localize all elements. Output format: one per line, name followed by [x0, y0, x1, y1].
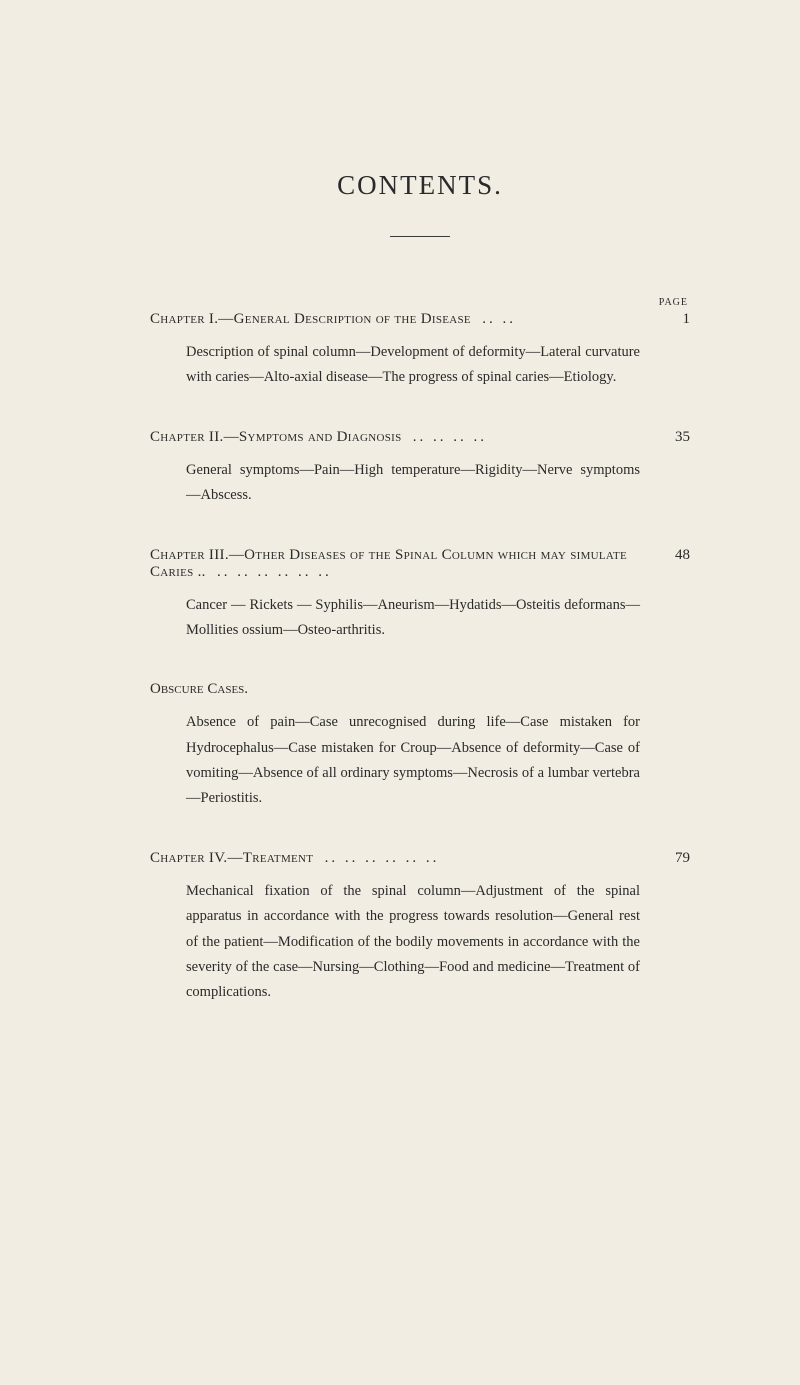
chapter-description: General symptoms—Pain—High temperature—R… — [150, 458, 690, 509]
chapter-header: Chapter IV.—Treatment .. .. .. .. .. .. … — [150, 850, 690, 867]
chapter-entry-1: Chapter I.—General Description of the Di… — [150, 311, 690, 391]
leader-dots: .. .. .. .. — [413, 429, 487, 445]
chapter-title-text: Chapter IV.—Treatment — [150, 850, 313, 866]
chapter-title-text: Chapter I.—General Description of the Di… — [150, 311, 471, 327]
chapter-page: 35 — [662, 429, 690, 446]
chapter-entry-3: Chapter III.—Other Diseases of the Spina… — [150, 547, 690, 644]
chapter-description: Mechanical fixation of the spinal column… — [150, 879, 690, 1006]
chapter-title: Chapter II.—Symptoms and Diagnosis .. ..… — [150, 429, 487, 446]
leader-dots: .. .. .. .. .. .. — [217, 564, 332, 580]
chapter-header: Chapter III.—Other Diseases of the Spina… — [150, 547, 690, 581]
chapter-page: 79 — [662, 850, 690, 867]
page-column-label: PAGE — [150, 297, 690, 308]
leader-dots: .. .. — [482, 311, 516, 327]
chapter-title-text: Chapter II.—Symptoms and Diagnosis — [150, 429, 402, 445]
chapter-title: Chapter III.—Other Diseases of the Spina… — [150, 547, 662, 581]
obscure-description: Absence of pain—Case unrecognised during… — [150, 710, 690, 812]
chapter-entry-4: Chapter IV.—Treatment .. .. .. .. .. .. … — [150, 850, 690, 1006]
chapter-page: 1 — [662, 311, 690, 328]
title-divider — [390, 236, 450, 237]
chapter-title: Chapter IV.—Treatment .. .. .. .. .. .. — [150, 850, 439, 867]
chapter-description: Description of spinal column—Development… — [150, 340, 690, 391]
chapter-title: Chapter I.—General Description of the Di… — [150, 311, 516, 328]
leader-dots: .. .. .. .. .. .. — [325, 850, 440, 866]
contents-title: CONTENTS. — [150, 170, 690, 201]
chapter-header: Chapter II.—Symptoms and Diagnosis .. ..… — [150, 429, 690, 446]
obscure-title: Obscure Cases. — [150, 681, 690, 698]
chapter-page: 48 — [662, 547, 690, 564]
chapter-entry-2: Chapter II.—Symptoms and Diagnosis .. ..… — [150, 429, 690, 509]
chapter-header: Chapter I.—General Description of the Di… — [150, 311, 690, 328]
obscure-cases-section: Obscure Cases. Absence of pain—Case unre… — [150, 681, 690, 812]
chapter-description: Cancer — Rickets — Syphilis—Aneurism—Hyd… — [150, 593, 690, 644]
